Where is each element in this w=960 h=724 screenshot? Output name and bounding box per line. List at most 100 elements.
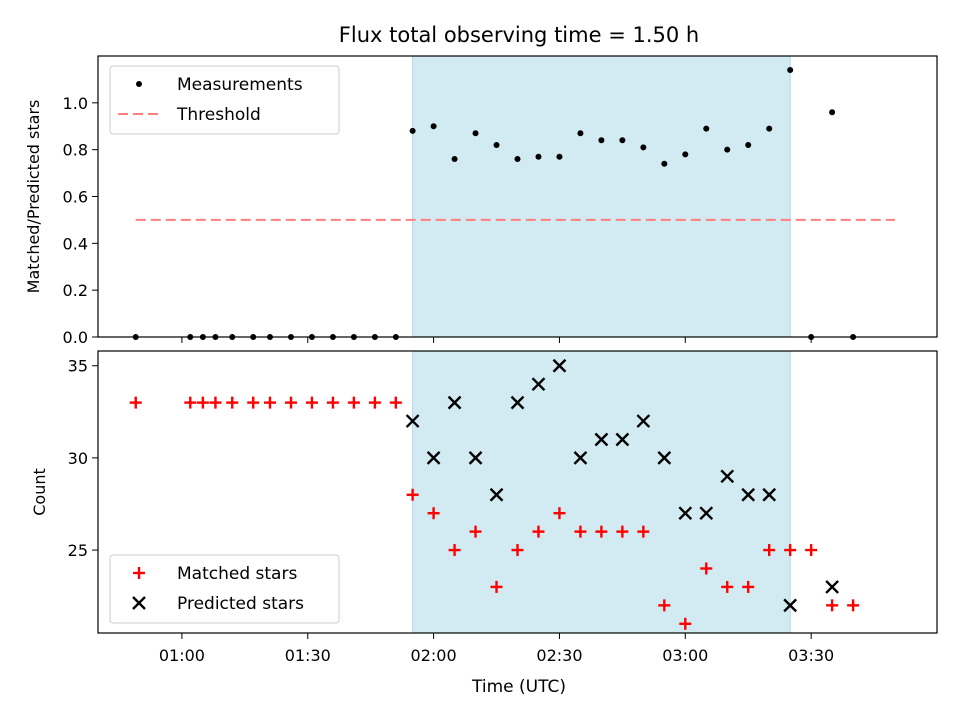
data-point <box>490 580 503 593</box>
data-point <box>184 396 197 409</box>
x-stroke <box>615 432 630 447</box>
data-point <box>682 151 689 158</box>
data-point <box>226 396 239 409</box>
data-point <box>577 130 584 137</box>
data-point <box>763 544 776 557</box>
data-point <box>472 130 479 137</box>
data-point <box>405 414 420 428</box>
x-stroke <box>573 451 588 465</box>
data-point <box>347 396 360 409</box>
data-point <box>209 396 222 409</box>
data-point <box>510 395 525 410</box>
data-point <box>389 396 402 409</box>
y-tick-label: 0.0 <box>63 328 88 347</box>
data-point <box>448 544 461 557</box>
data-point <box>699 506 714 521</box>
data-point <box>658 599 671 612</box>
data-point <box>661 160 668 167</box>
data-point <box>595 525 608 538</box>
data-point <box>284 396 297 409</box>
data-point <box>447 395 462 410</box>
data-point <box>531 377 546 392</box>
data-point <box>787 67 794 74</box>
x-stroke <box>636 414 651 428</box>
data-point <box>553 507 566 520</box>
data-point <box>745 141 752 148</box>
bottom-panel: 25 30 35 01:00 01:30 02:00 02:30 03:00 03:30 Coun… <box>30 350 938 665</box>
y-tick-label: 0.4 <box>63 234 88 253</box>
series-predicted-stars <box>405 358 839 613</box>
data-point <box>679 617 692 630</box>
data-point <box>741 487 756 502</box>
legend-marker <box>136 81 142 87</box>
data-point <box>637 525 650 538</box>
x-stroke <box>720 469 735 484</box>
legend: Measurements Threshold <box>109 65 340 135</box>
legend-label: Predicted stars <box>177 594 304 614</box>
data-point <box>247 396 260 409</box>
data-point <box>552 358 567 373</box>
data-point <box>409 127 416 134</box>
axes-frame <box>97 55 938 338</box>
data-point <box>469 525 482 538</box>
x-stroke <box>468 451 483 465</box>
x-tick-label: 02:00 <box>411 646 457 665</box>
data-point <box>762 487 777 502</box>
data-point <box>451 156 458 163</box>
legend-marker <box>132 596 146 610</box>
data-point <box>326 396 339 409</box>
data-point <box>532 525 545 538</box>
x-stroke <box>531 377 546 392</box>
data-point <box>619 137 626 144</box>
data-point <box>468 451 483 465</box>
x-stroke <box>699 506 714 521</box>
x-tick-label: 01:00 <box>159 646 205 665</box>
data-point <box>574 525 587 538</box>
x-tick-label: 01:30 <box>285 646 331 665</box>
data-point <box>742 580 755 593</box>
y-tick-label: 0.6 <box>63 188 88 207</box>
data-point <box>724 146 731 153</box>
data-point <box>556 153 563 160</box>
y-tick-label: 1.0 <box>63 94 88 113</box>
legend-box <box>109 65 340 135</box>
shaded-span <box>412 55 791 338</box>
shaded-span <box>412 350 791 634</box>
data-point <box>678 506 693 521</box>
y-tick-label: 30 <box>68 449 88 468</box>
data-point <box>196 396 209 409</box>
data-point <box>426 451 441 465</box>
data-point <box>616 525 629 538</box>
data-point <box>493 141 500 148</box>
data-point <box>721 580 734 593</box>
data-point <box>368 396 381 409</box>
data-point <box>514 156 521 163</box>
legend-label: Measurements <box>177 75 303 95</box>
data-point <box>766 125 773 132</box>
y-tick-label: 25 <box>68 541 88 560</box>
legend-label: Matched stars <box>177 564 297 584</box>
legend: Matched stars Predicted stars <box>109 554 340 624</box>
data-point <box>720 469 735 484</box>
data-point <box>511 544 524 557</box>
chart-title: Flux total observing time = 1.50 h <box>339 23 699 47</box>
legend-box <box>109 554 340 624</box>
x-tick-label: 03:00 <box>662 646 708 665</box>
y-tick-label: 35 <box>68 357 88 376</box>
top-panel: 0.0 0.2 0.4 0.6 0.8 1.0 Matched/Predicted star… <box>24 55 938 347</box>
data-point <box>825 580 839 594</box>
x-stroke <box>426 451 441 465</box>
data-point <box>430 123 437 130</box>
x-stroke <box>510 395 525 410</box>
data-point <box>615 432 630 447</box>
legend-label: Threshold <box>176 105 261 125</box>
x-stroke <box>741 487 756 502</box>
y-tick-label: 0.2 <box>63 281 88 300</box>
x-stroke <box>657 451 672 465</box>
x-stroke <box>762 487 777 502</box>
data-point <box>594 432 609 447</box>
data-point <box>263 396 276 409</box>
x-stroke <box>405 414 420 428</box>
data-point <box>640 144 647 151</box>
data-point <box>427 507 440 520</box>
